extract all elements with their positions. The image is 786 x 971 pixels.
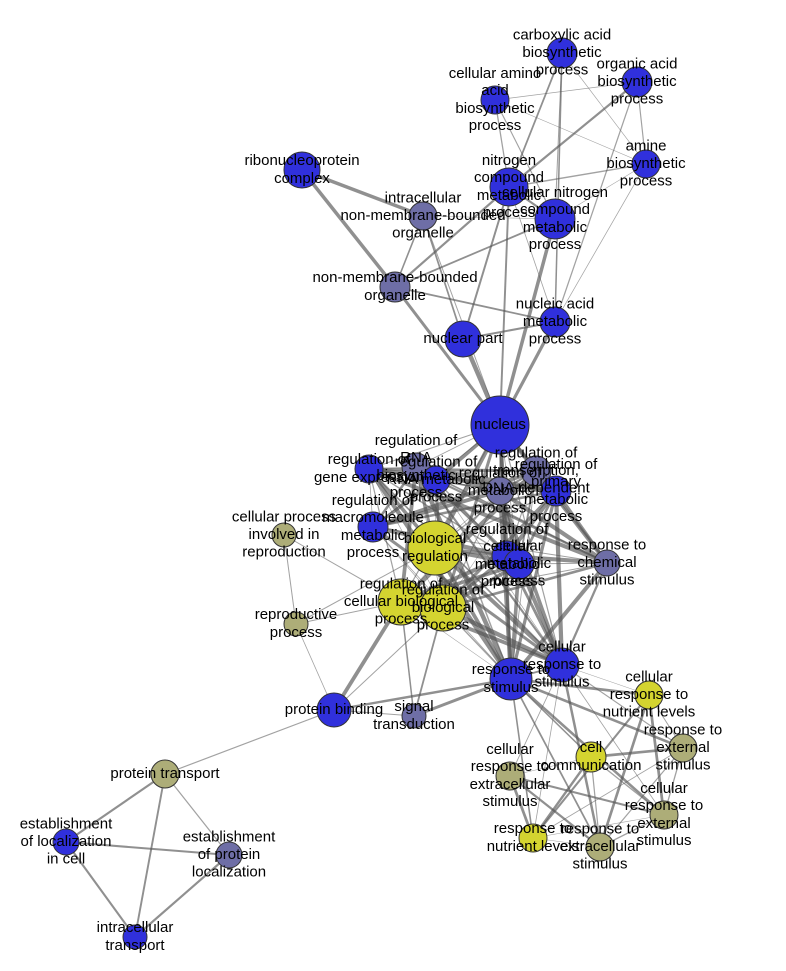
svg-text:cell: cell [580, 739, 603, 756]
svg-text:process: process [611, 90, 664, 107]
svg-text:external: external [637, 815, 690, 832]
svg-text:complex: complex [274, 170, 330, 187]
svg-text:in cell: in cell [47, 850, 85, 867]
svg-text:nuclear part: nuclear part [423, 330, 503, 347]
svg-text:extracellular: extracellular [560, 838, 641, 855]
svg-text:protein transport: protein transport [110, 765, 220, 782]
svg-text:cellular: cellular [640, 780, 688, 797]
svg-text:metabolic: metabolic [341, 527, 406, 544]
svg-text:regulation of: regulation of [332, 492, 415, 509]
svg-text:intracellular: intracellular [385, 189, 462, 206]
svg-text:process: process [536, 61, 589, 78]
svg-text:establishment: establishment [183, 828, 276, 845]
svg-text:biosynthetic: biosynthetic [597, 73, 677, 90]
svg-text:external: external [656, 739, 709, 756]
svg-text:nutrient levels: nutrient levels [603, 703, 696, 720]
svg-text:metabolic: metabolic [523, 313, 588, 330]
svg-text:cellular amino: cellular amino [449, 65, 542, 82]
svg-text:response to: response to [523, 656, 601, 673]
svg-text:cellular: cellular [486, 741, 534, 758]
svg-text:response to: response to [644, 721, 722, 738]
svg-text:reproductive: reproductive [255, 606, 338, 623]
svg-text:process: process [474, 499, 527, 516]
svg-text:extracellular: extracellular [470, 776, 551, 793]
svg-text:cellular nitrogen: cellular nitrogen [502, 184, 608, 201]
svg-text:organelle: organelle [392, 224, 454, 241]
svg-text:process: process [347, 544, 400, 561]
svg-text:carboxylic acid: carboxylic acid [513, 26, 611, 43]
svg-text:cellular: cellular [625, 668, 673, 685]
svg-text:stimulus: stimulus [579, 571, 634, 588]
svg-text:amine: amine [626, 137, 667, 154]
svg-text:regulation: regulation [402, 548, 468, 565]
svg-text:cellular: cellular [538, 638, 586, 655]
svg-text:reproduction: reproduction [242, 543, 325, 560]
svg-text:non-membrane-bounded: non-membrane-bounded [340, 207, 505, 224]
svg-text:nucleic acid: nucleic acid [516, 295, 594, 312]
svg-text:primary: primary [531, 473, 582, 490]
svg-text:response to: response to [568, 536, 646, 553]
svg-text:ribonucleoprotein: ribonucleoprotein [244, 152, 359, 169]
svg-text:process: process [469, 117, 522, 134]
svg-text:process: process [529, 236, 582, 253]
svg-text:response to: response to [610, 686, 688, 703]
svg-text:response to: response to [471, 758, 549, 775]
svg-text:stimulus: stimulus [572, 855, 627, 872]
svg-text:biosynthetic: biosynthetic [522, 44, 602, 61]
svg-text:stimulus: stimulus [636, 832, 691, 849]
svg-text:process: process [529, 330, 582, 347]
svg-text:transport: transport [105, 937, 165, 954]
svg-text:biosynthetic: biosynthetic [606, 155, 686, 172]
svg-text:process: process [417, 616, 470, 633]
svg-text:macromolecule: macromolecule [322, 509, 424, 526]
svg-text:stimulus: stimulus [482, 793, 537, 810]
svg-text:acid: acid [481, 82, 509, 99]
svg-text:intracellular: intracellular [97, 919, 174, 936]
svg-text:transduction: transduction [373, 716, 455, 733]
svg-text:protein binding: protein binding [285, 701, 383, 718]
svg-text:organic acid: organic acid [597, 55, 678, 72]
svg-text:cellular process: cellular process [232, 508, 336, 525]
svg-text:of protein: of protein [198, 846, 261, 863]
svg-text:regulation of: regulation of [375, 432, 458, 449]
svg-text:regulation of: regulation of [466, 521, 549, 538]
svg-text:biological: biological [412, 599, 475, 616]
svg-text:process: process [493, 572, 546, 589]
svg-text:regulation of: regulation of [515, 456, 598, 473]
svg-text:stimulus: stimulus [483, 679, 538, 696]
svg-text:nucleus: nucleus [474, 416, 526, 433]
svg-text:process: process [270, 624, 323, 641]
svg-text:non-membrane-bounded: non-membrane-bounded [312, 269, 477, 286]
svg-text:nitrogen: nitrogen [482, 152, 536, 169]
svg-text:response to: response to [561, 820, 639, 837]
svg-text:metabolic: metabolic [487, 555, 552, 572]
svg-text:cellular: cellular [495, 537, 543, 554]
svg-text:involved in: involved in [249, 526, 320, 543]
svg-text:stimulus: stimulus [534, 673, 589, 690]
svg-text:metabolic: metabolic [524, 491, 589, 508]
svg-text:localization: localization [192, 863, 266, 880]
svg-text:metabolic: metabolic [523, 219, 588, 236]
svg-text:of localization: of localization [21, 833, 112, 850]
svg-text:process: process [620, 172, 673, 189]
svg-text:establishment: establishment [20, 815, 113, 832]
svg-text:process: process [410, 488, 463, 505]
svg-text:organelle: organelle [364, 287, 426, 304]
svg-text:biosynthetic: biosynthetic [455, 100, 535, 117]
svg-text:biological: biological [404, 530, 467, 547]
svg-text:chemical: chemical [577, 554, 636, 571]
svg-text:metabolic: metabolic [468, 482, 533, 499]
svg-text:response to: response to [625, 797, 703, 814]
svg-text:stimulus: stimulus [655, 756, 710, 773]
svg-text:signal: signal [394, 698, 433, 715]
svg-text:compound: compound [520, 201, 590, 218]
svg-text:communication: communication [541, 757, 642, 774]
svg-text:regulation of: regulation of [402, 581, 485, 598]
